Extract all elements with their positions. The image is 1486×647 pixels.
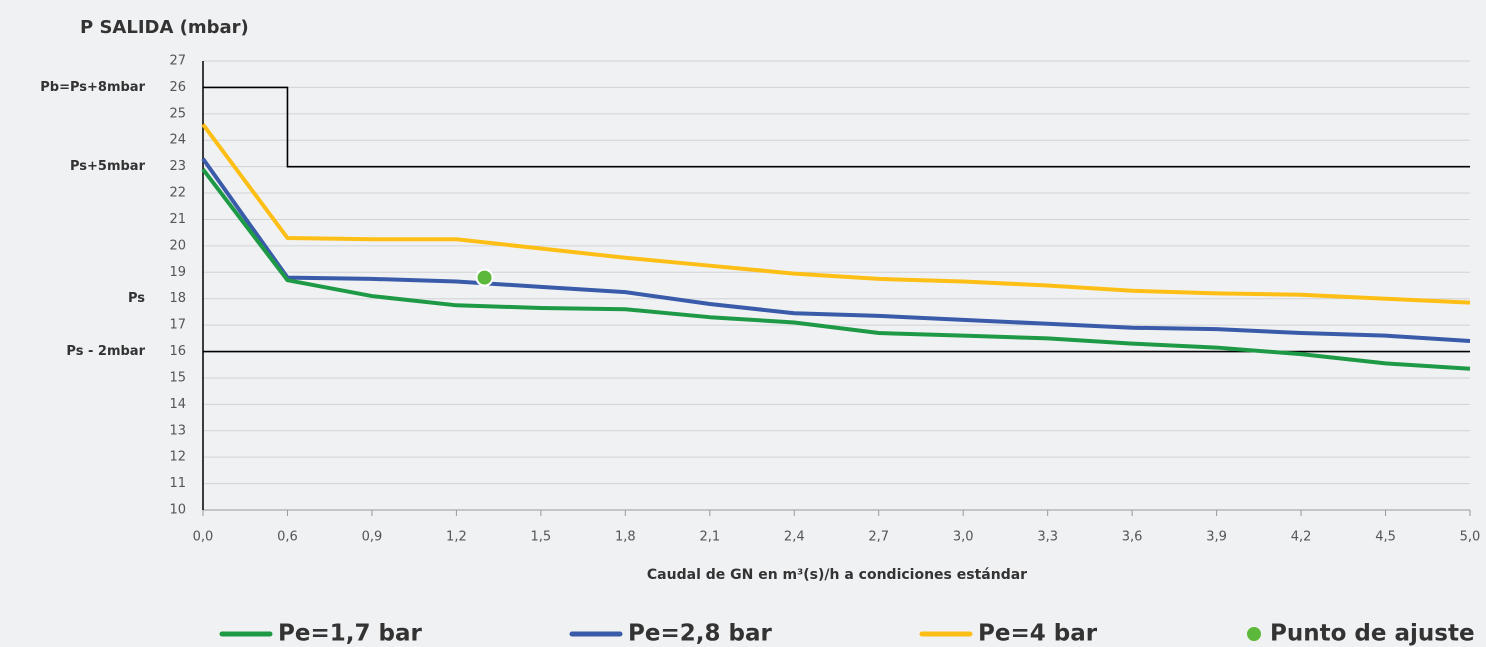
y-tick-label: 27: [169, 54, 186, 69]
x-tick-label: 4,2: [1291, 530, 1312, 545]
x-tick-label: 1,5: [531, 530, 552, 545]
set-point: [475, 268, 494, 287]
legend-label: Punto de ajuste: [1270, 621, 1475, 647]
x-tick-label: 3,9: [1206, 530, 1227, 545]
chart-title: P SALIDA (mbar): [80, 17, 249, 38]
x-tick-label: 2,4: [784, 530, 805, 545]
x-tick-label: 5,0: [1460, 530, 1481, 545]
y-annotation: Ps: [128, 291, 145, 306]
y-tick-label: 22: [169, 186, 186, 201]
x-tick-label: 1,2: [446, 530, 467, 545]
y-tick-label: 25: [169, 106, 186, 121]
x-tick-label: 1,8: [615, 530, 636, 545]
legend-swatch: [1247, 627, 1261, 641]
y-tick-label: 13: [169, 423, 186, 438]
x-tick-label: 2,1: [699, 530, 720, 545]
limit-line: [203, 86, 1470, 168]
y-annotation: Ps - 2mbar: [66, 344, 145, 359]
y-tick-label: 21: [169, 212, 186, 227]
x-tick-label: 4,5: [1375, 530, 1396, 545]
series-line: [201, 168, 1471, 371]
y-tick-label: 26: [169, 80, 186, 95]
x-tick-label: 3,6: [1122, 530, 1143, 545]
y-annotation: Pb=Ps+8mbar: [40, 80, 145, 95]
x-tick-label: 3,3: [1037, 530, 1058, 545]
legend-label: Pe=1,7 bar: [278, 621, 422, 647]
y-tick-label: 11: [169, 476, 186, 491]
y-tick-label: 23: [169, 159, 186, 174]
y-tick-label: 20: [169, 238, 186, 253]
x-tick-label: 0,9: [362, 530, 383, 545]
series-line: [201, 157, 1471, 343]
x-tick-label: 0,6: [277, 530, 298, 545]
series-line: [201, 123, 1471, 305]
y-tick-label: 16: [169, 344, 186, 359]
x-tick-label: 0,0: [193, 530, 214, 545]
y-annotation: Ps+5mbar: [70, 159, 146, 174]
y-tick-label: 17: [169, 318, 186, 333]
legend-label: Pe=2,8 bar: [628, 621, 772, 647]
y-tick-label: 18: [169, 291, 186, 306]
y-tick-label: 24: [169, 133, 186, 148]
x-tick-label: 3,0: [953, 530, 974, 545]
legend-label: Pe=4 bar: [978, 621, 1098, 647]
y-tick-label: 14: [169, 397, 186, 412]
y-tick-label: 12: [169, 450, 186, 465]
y-tick-label: 10: [169, 503, 186, 518]
y-tick-label: 19: [169, 265, 186, 280]
x-axis-label: Caudal de GN en m³(s)/h a condiciones es…: [647, 567, 1027, 583]
y-tick-label: 15: [169, 370, 186, 385]
x-tick-label: 2,7: [868, 530, 889, 545]
